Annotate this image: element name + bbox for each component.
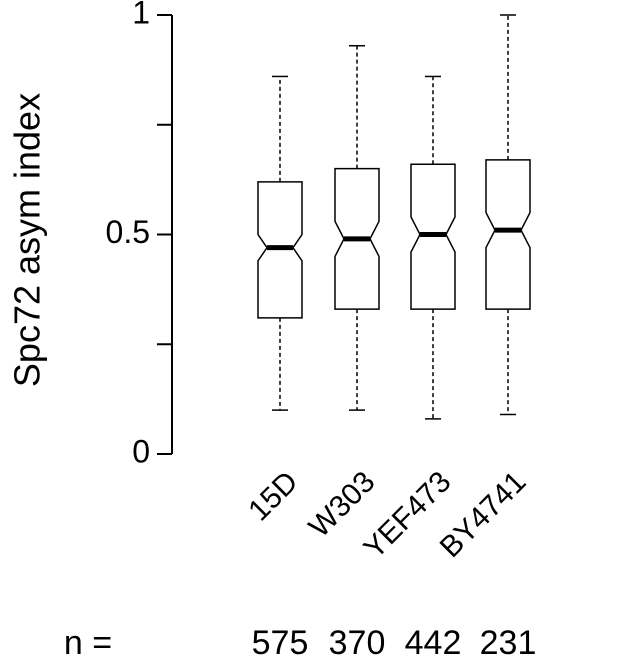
box (485, 159, 531, 310)
x-tick-label: 15D (242, 465, 304, 527)
count-label: 442 (405, 624, 462, 662)
count-label: 370 (329, 624, 386, 662)
y-tick-label: 0 (132, 433, 150, 469)
count-label: 575 (252, 624, 309, 662)
y-axis-label: Spc72 asym index (7, 93, 48, 387)
y-tick-label: 0.5 (106, 214, 150, 250)
n-label: n = (64, 624, 112, 662)
count-label: 231 (480, 624, 537, 662)
y-tick-label: 1 (132, 0, 150, 30)
